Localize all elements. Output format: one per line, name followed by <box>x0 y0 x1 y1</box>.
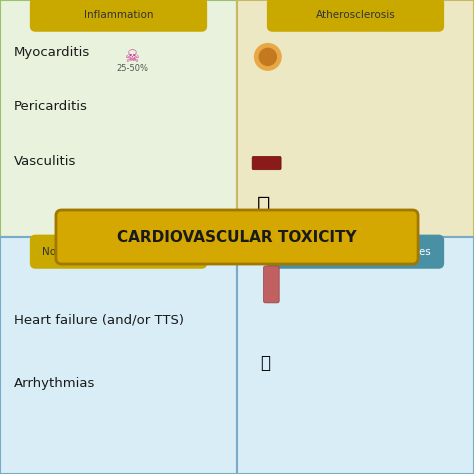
Circle shape <box>255 44 281 70</box>
FancyBboxPatch shape <box>30 0 207 32</box>
Text: Heart failure (and/or TTS): Heart failure (and/or TTS) <box>14 313 184 327</box>
Text: 25-50%: 25-50% <box>117 64 149 73</box>
Text: Myocarditis: Myocarditis <box>14 46 91 59</box>
FancyBboxPatch shape <box>252 156 281 170</box>
Text: Arrhythmias: Arrhythmias <box>14 377 96 391</box>
Text: Non-inflammatory conditions: Non-inflammatory conditions <box>43 246 194 257</box>
Circle shape <box>259 48 276 65</box>
Text: Pericarditis: Pericarditis <box>14 100 88 113</box>
Bar <box>237 237 474 474</box>
Bar <box>237 0 474 237</box>
Text: Non cardiovascular toxicities: Non cardiovascular toxicities <box>280 246 431 257</box>
Text: CARDIOVASCULAR TOXICITY: CARDIOVASCULAR TOXICITY <box>117 229 357 245</box>
Text: 🫁: 🫁 <box>260 354 271 372</box>
Bar <box>0 237 237 474</box>
Text: 🫀: 🫀 <box>256 196 270 216</box>
Bar <box>0 0 237 237</box>
Text: Vasculitis: Vasculitis <box>14 155 77 168</box>
Text: Inflammation: Inflammation <box>84 9 153 20</box>
FancyBboxPatch shape <box>30 235 207 269</box>
FancyBboxPatch shape <box>267 0 444 32</box>
Text: Atherosclerosis: Atherosclerosis <box>316 9 395 20</box>
FancyBboxPatch shape <box>267 235 444 269</box>
FancyBboxPatch shape <box>264 266 279 303</box>
Text: ☠: ☠ <box>125 48 140 66</box>
FancyBboxPatch shape <box>56 210 418 264</box>
